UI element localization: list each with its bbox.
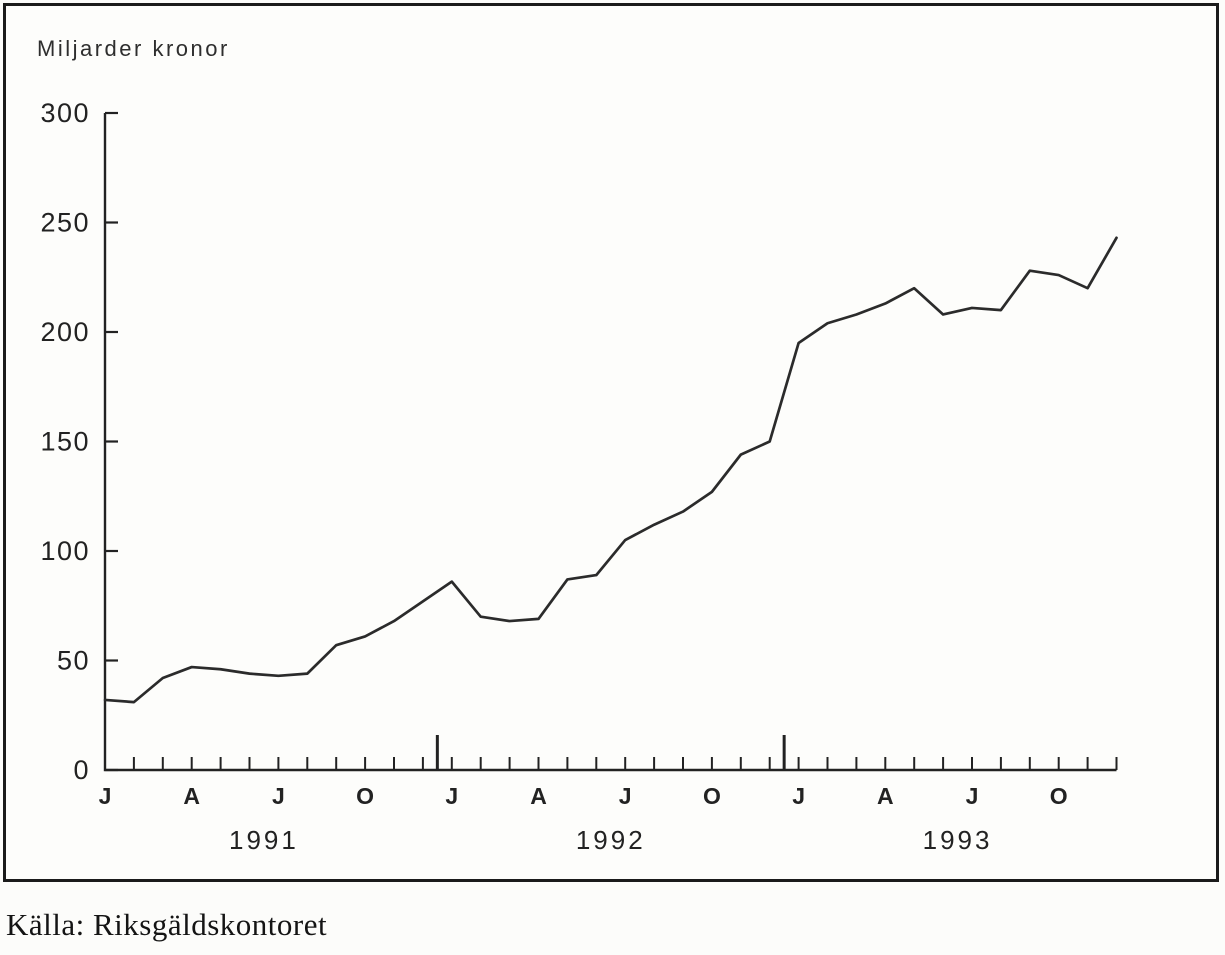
month-label: O <box>356 783 374 809</box>
y-tick-label: 300 <box>40 98 90 128</box>
year-label: 1991 <box>229 825 299 855</box>
y-tick-label: 100 <box>40 536 90 566</box>
month-label: O <box>703 783 721 809</box>
year-labels: 1991 1992 1993 <box>229 825 993 855</box>
month-label: J <box>619 783 632 809</box>
month-label: J <box>792 783 805 809</box>
y-tick-label: 250 <box>40 208 90 238</box>
month-label: J <box>99 783 112 809</box>
chart-frame: Miljarder kronor <box>3 3 1219 882</box>
y-tick-label: 150 <box>40 427 90 457</box>
month-label: O <box>1050 783 1068 809</box>
source-caption: Källa: Riksgäldskontoret <box>6 907 328 942</box>
chart-y-axis-title: Miljarder kronor <box>37 36 230 61</box>
year-label: 1993 <box>923 825 993 855</box>
month-label: A <box>530 783 547 809</box>
month-label: J <box>272 783 285 809</box>
y-tick-label: 50 <box>57 646 90 676</box>
y-tick-label: 0 <box>73 755 90 785</box>
axes <box>103 113 1117 772</box>
year-label: 1992 <box>576 825 646 855</box>
y-axis-ticks: 0 50 100 150 200 250 300 <box>40 98 118 785</box>
x-axis-ticks <box>132 735 1118 770</box>
month-label: A <box>183 783 200 809</box>
month-label: J <box>445 783 458 809</box>
month-label: A <box>877 783 894 809</box>
y-tick-label: 200 <box>40 317 90 347</box>
data-series-line <box>103 236 1118 704</box>
month-label: J <box>966 783 979 809</box>
